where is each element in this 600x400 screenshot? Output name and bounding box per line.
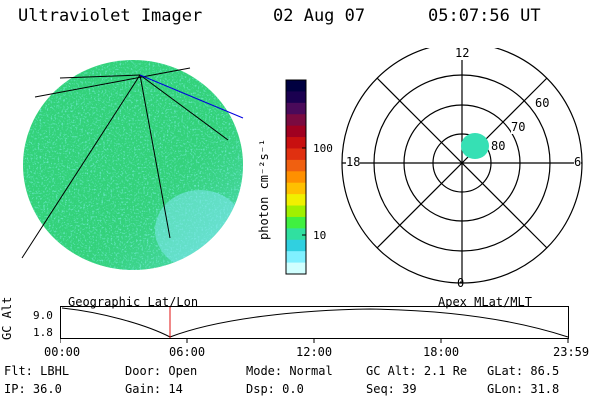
colorbar-cell (286, 102, 306, 115)
colorbar-cell (286, 137, 306, 149)
time-label: 05:07:56 UT (428, 6, 541, 26)
colorbar-cell (286, 251, 306, 264)
colorbar-cell (286, 171, 306, 184)
orbit-ytick-1: 1.8 (33, 326, 53, 339)
colorbar-cell (286, 194, 306, 207)
polar-plot (341, 48, 583, 284)
footer-flt: Flt: LBHL (4, 364, 70, 378)
geo-grid-lines (21, 67, 229, 259)
polar-label-18: 18 (346, 155, 361, 169)
orbit-xtick-2: 12:00 (296, 345, 333, 359)
colorbar-tick-10: 10 (313, 229, 327, 242)
aurora-patch (461, 133, 489, 159)
polar-ring-80: 80 (491, 139, 506, 153)
colorbar-cell (286, 205, 306, 218)
colorbar-cell (286, 148, 306, 161)
footer-gain: Gain: 14 (125, 382, 183, 396)
colorbar-cell (286, 182, 306, 195)
date-label: 02 Aug 07 (273, 6, 366, 26)
orbit-left-title: Geographic Lat/Lon (68, 295, 199, 309)
colorbar (285, 79, 307, 275)
footer-dsp: Dsp: 0.0 (246, 382, 304, 396)
instrument-title: Ultraviolet Imager (18, 6, 203, 26)
footer-seq: Seq: 39 (366, 382, 417, 396)
orbit-ytick-9: 9.0 (33, 309, 53, 322)
colorbar-cell (286, 91, 306, 104)
orbit-xtick-3: 18:00 (423, 345, 460, 359)
colorbar-cell (286, 262, 306, 275)
footer-gc-alt: GC Alt: 2.1 Re (366, 364, 468, 378)
polar-label-0: 0 (457, 276, 465, 290)
polar-label-6: 6 (574, 155, 582, 169)
footer-glon: GLon: 31.8 (487, 382, 560, 396)
colorbar-unit-label: photon cm⁻²s⁻¹ (257, 138, 271, 240)
footer-glat: GLat: 86.5 (487, 364, 560, 378)
orbit-xtick-0: 00:00 (44, 345, 81, 359)
colorbar-cell (286, 114, 306, 127)
colorbar-tick-100: 100 (313, 142, 333, 155)
footer-ip: IP: 36.0 (4, 382, 62, 396)
colorbar-cell (286, 216, 306, 229)
orbit-right-title: Apex MLat/MLT (438, 295, 532, 309)
polar-label-12: 12 (455, 46, 470, 60)
footer-door: Door: Open (125, 364, 198, 378)
colorbar-cell (286, 239, 306, 252)
colorbar-cell (286, 228, 306, 241)
colorbar-cell (286, 159, 306, 172)
footer-mode: Mode: Normal (246, 364, 333, 378)
polar-ring-70: 70 (511, 120, 526, 134)
polar-ring-60: 60 (535, 96, 550, 110)
terminator-line (139, 74, 244, 119)
colorbar-cell (286, 125, 306, 138)
orbit-ylabel: GC Alt (0, 296, 14, 340)
orbit-xtick-4: 23:59 (553, 345, 590, 359)
orbit-xtick-1: 06:00 (169, 345, 206, 359)
colorbar-cell (286, 80, 306, 92)
orbit-plot (60, 306, 569, 343)
